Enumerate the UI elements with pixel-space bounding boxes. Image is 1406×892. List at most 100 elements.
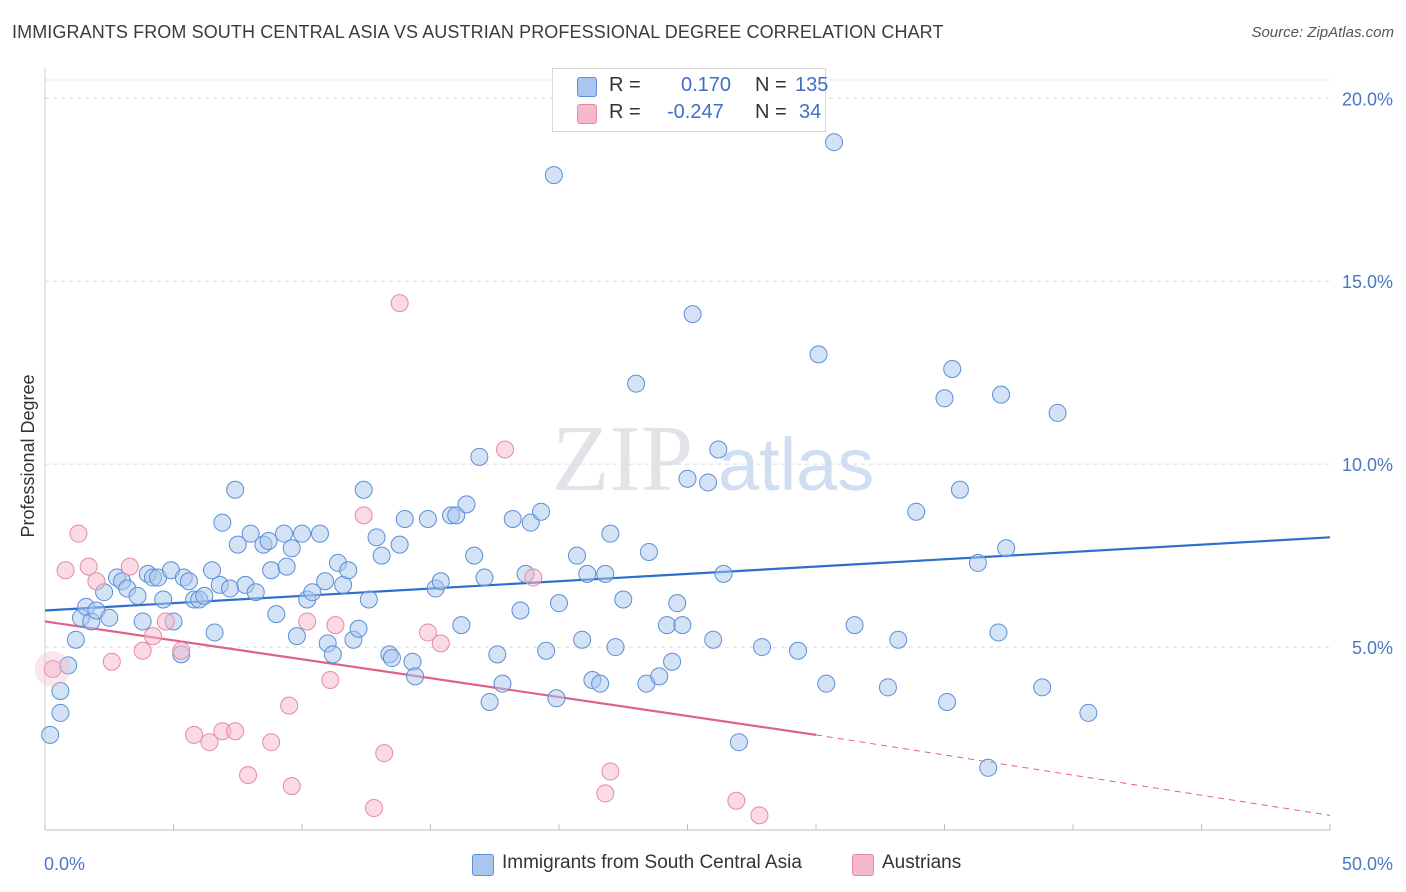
point-immigrants — [403, 652, 422, 671]
point-immigrants — [287, 627, 306, 646]
point-immigrants — [591, 674, 610, 693]
point-immigrants — [596, 564, 615, 583]
trend-lines — [44, 536, 1331, 816]
point-immigrants — [418, 510, 437, 529]
point-immigrants — [979, 758, 998, 777]
point-immigrants — [51, 703, 70, 722]
point-immigrants — [657, 616, 676, 635]
point-austrians — [431, 634, 450, 653]
point-immigrants — [452, 616, 471, 635]
trend-extension-austrians — [815, 734, 1331, 816]
point-immigrants — [41, 725, 60, 744]
point-immigrants — [668, 594, 687, 613]
point-immigrants — [938, 692, 957, 711]
axes — [44, 68, 1331, 831]
point-immigrants — [470, 447, 489, 466]
legend-r-value: 0.170 — [681, 74, 732, 96]
point-austrians — [87, 572, 106, 591]
point-immigrants — [390, 535, 409, 554]
point-immigrants — [277, 557, 296, 576]
point-austrians — [364, 799, 383, 818]
point-austrians-cluster — [34, 651, 71, 688]
legend-n-label: N = — [755, 74, 787, 96]
point-immigrants — [275, 524, 294, 543]
point-immigrants — [221, 579, 240, 598]
point-immigrants — [537, 641, 556, 660]
watermark-zip: ZIP — [552, 407, 693, 511]
point-immigrants — [935, 389, 954, 408]
point-immigrants — [488, 645, 507, 664]
point-austrians — [375, 744, 394, 763]
point-immigrants — [372, 546, 391, 565]
point-austrians — [390, 294, 409, 313]
watermark-atlas: atlas — [718, 423, 874, 506]
point-immigrants — [66, 630, 85, 649]
legend-r-label: R = — [609, 74, 641, 96]
point-immigrants — [205, 623, 224, 642]
point-immigrants — [382, 649, 401, 668]
point-immigrants — [154, 590, 173, 609]
point-immigrants — [475, 568, 494, 587]
point-austrians — [79, 557, 98, 576]
point-immigrants — [845, 616, 864, 635]
point-immigrants — [100, 608, 119, 627]
point-immigrants — [303, 583, 322, 602]
point-immigrants — [789, 641, 808, 660]
point-immigrants — [316, 572, 335, 591]
point-immigrants — [614, 590, 633, 609]
point-austrians — [596, 784, 615, 803]
point-austrians — [298, 612, 317, 631]
legend-n-label: N = — [755, 101, 787, 123]
point-immigrants — [51, 681, 70, 700]
point-austrians — [418, 623, 437, 642]
point-immigrants — [246, 583, 265, 602]
point-immigrants — [714, 564, 733, 583]
point-immigrants — [709, 440, 728, 459]
bottom-legend-swatch-blue — [472, 854, 494, 876]
point-immigrants — [704, 630, 723, 649]
y-tick-label: 15.0% — [1342, 272, 1393, 292]
point-immigrants — [878, 678, 897, 697]
point-immigrants — [683, 305, 702, 324]
point-immigrants — [550, 594, 568, 613]
point-austrians — [156, 612, 175, 631]
point-immigrants — [179, 572, 198, 591]
point-immigrants — [511, 601, 530, 620]
y-tick-label: 5.0% — [1352, 638, 1393, 658]
legend-r-label: R = — [609, 101, 641, 123]
point-immigrants — [323, 645, 342, 664]
point-immigrants — [699, 473, 718, 492]
point-austrians — [280, 696, 299, 715]
bottom-legend-label: Austrians — [882, 852, 962, 873]
point-immigrants — [547, 689, 566, 708]
point-immigrants — [989, 623, 1008, 642]
point-immigrants — [968, 553, 987, 572]
point-austrians — [172, 641, 191, 660]
point-immigrants — [992, 385, 1011, 404]
point-immigrants — [226, 480, 245, 499]
point-austrians — [120, 557, 139, 576]
tick-labels: 5.0% 10.0% 15.0% 20.0% 0.0% 50.0% — [44, 89, 1393, 874]
point-austrians — [239, 766, 258, 785]
point-immigrants — [359, 590, 378, 609]
point-immigrants — [824, 133, 843, 152]
chart-title: IMMIGRANTS FROM SOUTH CENTRAL ASIA VS AU… — [12, 22, 944, 42]
point-immigrants — [639, 542, 658, 561]
y-tick-label: 20.0% — [1342, 89, 1393, 109]
point-immigrants — [241, 524, 260, 543]
legend-swatch-pink — [577, 104, 597, 124]
point-immigrants — [203, 561, 222, 580]
point-immigrants — [293, 524, 311, 543]
point-immigrants — [128, 586, 147, 605]
legend-swatch-blue — [577, 77, 597, 97]
point-immigrants — [395, 510, 414, 529]
point-austrians — [354, 506, 373, 525]
point-immigrants — [943, 360, 962, 379]
point-immigrants — [809, 345, 828, 364]
point-immigrants — [310, 524, 329, 543]
legend-n-value: 135 — [795, 74, 829, 96]
point-austrians — [750, 806, 769, 825]
point-austrians — [69, 524, 88, 543]
point-immigrants — [195, 586, 214, 605]
